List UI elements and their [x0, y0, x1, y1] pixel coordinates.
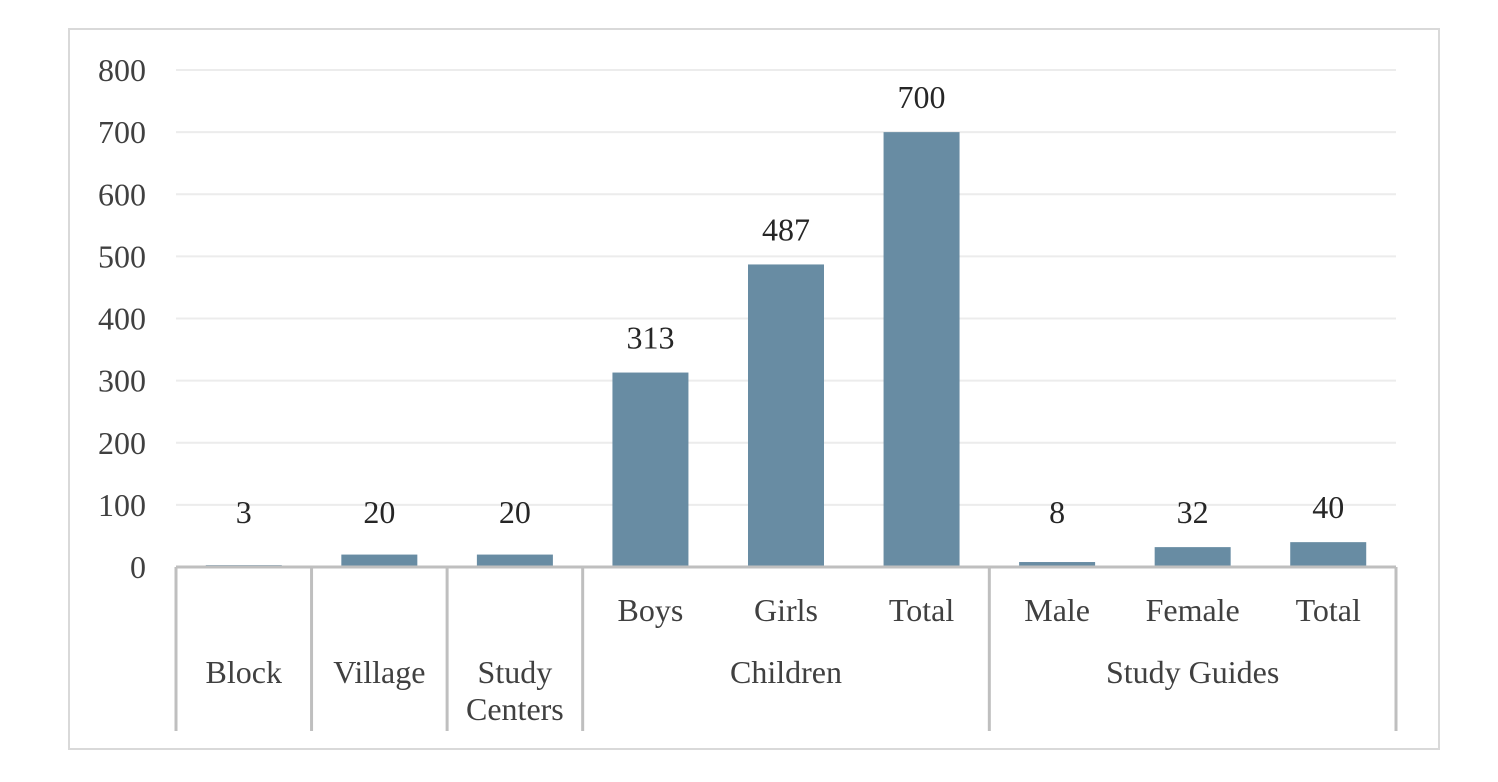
y-tick-label: 800 [98, 52, 146, 88]
y-tick-label: 400 [98, 301, 146, 337]
x-tick-label: Male [1024, 592, 1090, 628]
bar [1019, 562, 1096, 567]
bar [341, 554, 418, 567]
x-tick-label: Total [1296, 592, 1361, 628]
x-tick-label: Girls [754, 592, 818, 628]
data-label: 700 [898, 79, 946, 115]
bar [612, 372, 689, 567]
x-tick-label: Female [1146, 592, 1240, 628]
y-tick-label: 700 [98, 114, 146, 150]
y-tick-label: 100 [98, 487, 146, 523]
data-label: 20 [363, 494, 395, 530]
bar [748, 264, 824, 567]
x-group-label: Study Centers [466, 654, 564, 727]
x-tick-label: Boys [618, 592, 684, 628]
data-label: 8 [1049, 494, 1065, 530]
y-tick-label: 200 [98, 425, 146, 461]
x-group-label: Study Guides [1106, 654, 1279, 690]
data-label: 487 [762, 211, 810, 247]
bar [883, 132, 960, 567]
y-tick-label: 500 [98, 238, 146, 274]
data-label: 32 [1177, 494, 1209, 530]
bar [1154, 547, 1231, 567]
data-label: 313 [626, 320, 674, 356]
bar [1290, 542, 1367, 567]
x-tick-label: Total [889, 592, 954, 628]
y-tick-label: 300 [98, 363, 146, 399]
data-label: 40 [1312, 489, 1344, 525]
y-tick-label: 600 [98, 176, 146, 212]
data-label: 3 [236, 494, 252, 530]
y-tick-label: 0 [130, 549, 146, 585]
x-group-label: Block [206, 654, 282, 690]
data-label: 20 [499, 494, 531, 530]
x-group-label: Village [333, 654, 425, 690]
bar [476, 554, 553, 567]
x-group-label: Children [730, 654, 842, 690]
